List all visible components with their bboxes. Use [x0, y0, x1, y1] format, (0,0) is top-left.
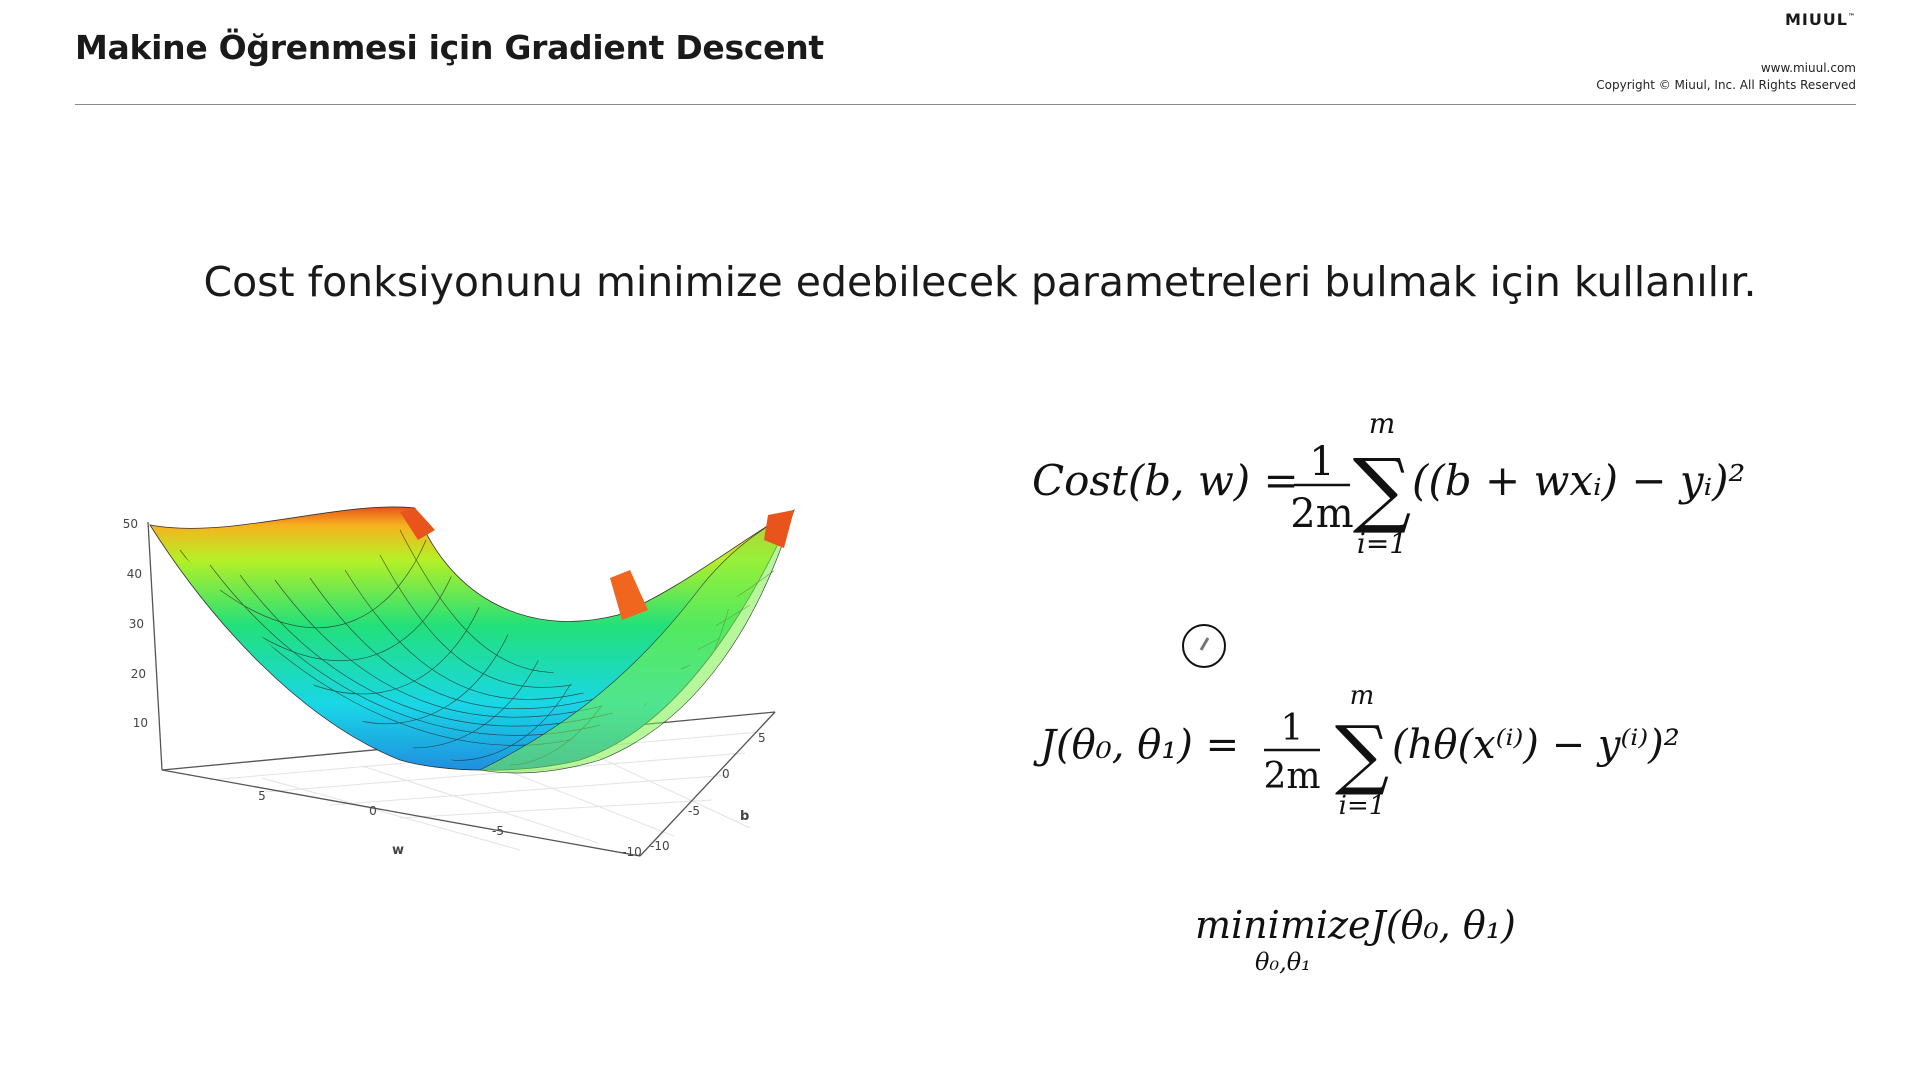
cost-sum-bottom: i=1 — [1357, 527, 1407, 560]
z-tick: 40 — [127, 567, 142, 581]
w-axis-ticks: 5 0 -5 -10 — [258, 789, 642, 859]
b-tick: -10 — [650, 839, 670, 853]
z-tick: 10 — [133, 716, 148, 730]
z-tick: 30 — [129, 617, 144, 631]
cost-surface-plot: 50 40 30 20 10 5 0 -5 -10 w 5 0 -5 -10 b — [100, 470, 800, 890]
b-tick: -5 — [688, 804, 700, 818]
cost-equation: Cost(b, w) = 1 2m m ∑ i=1 ((b + wxᵢ) − y… — [1032, 405, 1745, 560]
pen-cursor-icon — [1182, 624, 1226, 668]
w-tick: 0 — [369, 804, 377, 818]
cost-body: ((b + wxᵢ) − yᵢ)² — [1412, 456, 1745, 505]
b-tick: 0 — [722, 767, 730, 781]
slide-subtitle: Cost fonksiyonunu minimize edebilecek pa… — [203, 258, 1757, 306]
z-tick: 20 — [131, 667, 146, 681]
z-axis-ticks: 50 40 30 20 10 — [123, 517, 148, 730]
cost-lhs: Cost(b, w) = — [1032, 456, 1299, 505]
minimize-equation: minimizeJ(θ₀, θ₁) θ₀,θ₁ — [1195, 898, 1575, 978]
surface-mid-hot — [610, 570, 648, 620]
b-tick: 5 — [758, 731, 766, 745]
j-sum-sign: ∑ — [1335, 709, 1389, 798]
surface-svg: 50 40 30 20 10 5 0 -5 -10 w 5 0 -5 -10 b — [123, 506, 795, 859]
w-tick: -10 — [622, 845, 642, 859]
j-sum-top: m — [1350, 681, 1375, 711]
j-frac-num: 1 — [1281, 708, 1304, 749]
cost-sum-sign: ∑ — [1353, 442, 1412, 537]
b-axis-ticks: 5 0 -5 -10 — [650, 731, 766, 853]
cost-frac-num: 1 — [1309, 439, 1334, 485]
header-divider — [75, 104, 1856, 105]
j-lhs: J(θ₀, θ₁) = — [1033, 722, 1239, 768]
w-tick: 5 — [258, 789, 266, 803]
slide-title: Makine Öğrenmesi için Gradient Descent — [75, 28, 824, 67]
site-url: www.miuul.com — [1760, 61, 1856, 75]
z-tick: 50 — [123, 517, 138, 531]
w-axis-label: w — [392, 843, 404, 858]
minimize-subscript: θ₀,θ₁ — [1255, 948, 1311, 976]
j-sum-bottom: i=1 — [1339, 791, 1386, 821]
surface-top-right-hot — [764, 510, 794, 548]
surface-top-left-hot — [400, 508, 435, 540]
w-tick: -5 — [492, 824, 504, 838]
brand-logo: MIUUL™ — [1785, 10, 1856, 29]
b-axis-label: b — [740, 809, 749, 824]
cost-sum-top: m — [1369, 407, 1396, 440]
j-body: (hθ(x⁽ⁱ⁾) − y⁽ⁱ⁾)² — [1392, 722, 1680, 768]
j-equation: J(θ₀, θ₁) = 1 2m m ∑ i=1 (hθ(x⁽ⁱ⁾) − y⁽ⁱ… — [1033, 680, 1710, 821]
trademark-mark: ™ — [1848, 12, 1856, 21]
j-frac-den: 2m — [1263, 756, 1320, 797]
copyright-notice: Copyright © Miuul, Inc. All Rights Reser… — [1596, 78, 1856, 92]
brand-name: MIUUL — [1784, 10, 1848, 29]
minimize-text: minimizeJ(θ₀, θ₁) — [1195, 903, 1516, 947]
cost-frac-den: 2m — [1290, 491, 1353, 537]
